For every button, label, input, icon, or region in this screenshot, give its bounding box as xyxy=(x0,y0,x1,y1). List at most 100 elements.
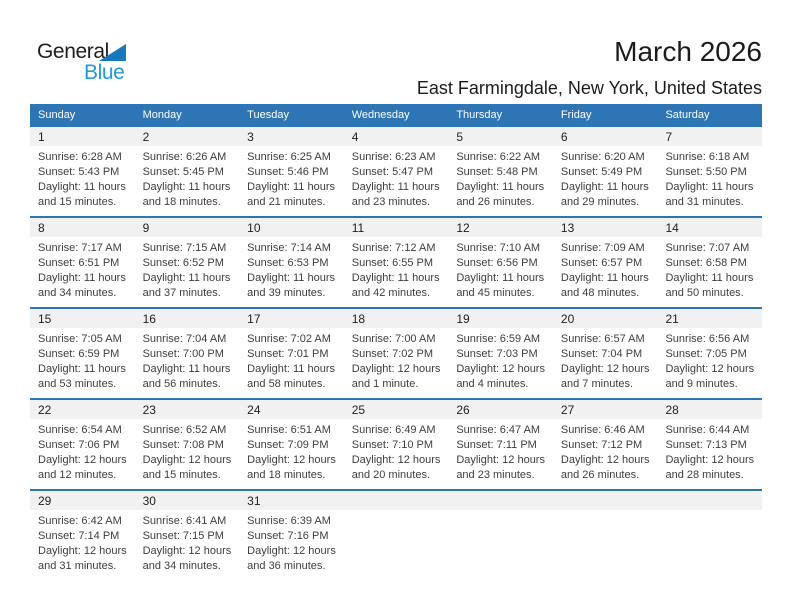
date-number: 29 xyxy=(30,491,135,510)
sunrise-text: Sunrise: 6:26 AM xyxy=(142,151,227,163)
daylight-text-line1: Daylight: 12 hours xyxy=(456,454,545,466)
daylight-text-line1: Daylight: 12 hours xyxy=(142,545,232,557)
day-cell-9: 9 Sunrise: 7:15 AM Sunset: 6:52 PM Daylight… xyxy=(134,218,240,307)
sunset-text: Sunset: 7:02 PM xyxy=(351,348,434,360)
day-info: Sunrise: 6:39 AM Sunset: 7:16 PM Daylight:… xyxy=(239,510,344,574)
date-number: 17 xyxy=(239,309,344,328)
daylight-text-line2: and 23 minutes. xyxy=(351,196,431,208)
day-cell-18: 18 Sunrise: 7:00 AM Sunset: 7:02 PM Dayligh… xyxy=(343,309,449,398)
day-cell-1: 1 Sunrise: 6:28 AM Sunset: 5:43 PM Daylight… xyxy=(30,127,135,216)
day-cell-17: 17 Sunrise: 7:02 AM Sunset: 7:01 PM Dayligh… xyxy=(239,309,344,398)
sunrise-text: Sunrise: 7:02 AM xyxy=(247,333,331,345)
day-info: Sunrise: 6:47 AM Sunset: 7:11 PM Daylight:… xyxy=(448,419,553,483)
sunrise-text: Sunrise: 7:10 AM xyxy=(456,242,541,254)
date-band-empty xyxy=(657,491,763,510)
daylight-text-line1: Daylight: 11 hours xyxy=(142,272,231,284)
date-number: 23 xyxy=(134,400,240,419)
sunrise-text: Sunrise: 6:18 AM xyxy=(665,151,750,163)
calendar: Sunday Monday Tuesday Wednesday Thursday Frid… xyxy=(30,104,763,580)
day-cell-16: 16 Sunrise: 7:04 AM Sunset: 7:00 PM Dayligh… xyxy=(134,309,240,398)
day-info: Sunrise: 6:23 AM Sunset: 5:47 PM Daylight:… xyxy=(344,146,449,210)
daylight-text-line2: and 7 minutes. xyxy=(560,378,634,390)
day-cell-2: 2 Sunrise: 6:26 AM Sunset: 5:45 PM Daylight… xyxy=(134,127,240,216)
week-row-3: 15 Sunrise: 7:05 AM Sunset: 6:59 PM Dayligh… xyxy=(30,307,763,398)
daylight-text-line1: Daylight: 11 hours xyxy=(38,272,126,284)
date-number: 31 xyxy=(239,491,344,510)
day-info: Sunrise: 7:02 AM Sunset: 7:01 PM Daylight:… xyxy=(239,328,344,392)
sunrise-text: Sunrise: 6:42 AM xyxy=(38,515,122,527)
daylight-text-line2: and 45 minutes. xyxy=(456,287,535,299)
sunset-text: Sunset: 5:49 PM xyxy=(560,166,643,178)
daylight-text-line1: Daylight: 12 hours xyxy=(38,454,127,466)
day-cell-13: 13 Sunrise: 7:09 AM Sunset: 6:57 PM Dayligh… xyxy=(552,218,658,307)
daylight-text-line1: Daylight: 12 hours xyxy=(665,454,755,466)
day-cell-5: 5 Sunrise: 6:22 AM Sunset: 5:48 PM Daylight… xyxy=(448,127,553,216)
day-info: Sunrise: 6:54 AM Sunset: 7:06 PM Daylight:… xyxy=(30,419,135,483)
day-info: Sunrise: 6:18 AM Sunset: 5:50 PM Daylight:… xyxy=(657,146,762,210)
daylight-text-line2: and 1 minute. xyxy=(351,378,419,390)
day-cell-27: 27 Sunrise: 6:46 AM Sunset: 7:12 PM Dayligh… xyxy=(552,400,658,489)
day-info: Sunrise: 6:42 AM Sunset: 7:14 PM Daylight:… xyxy=(30,510,135,574)
date-number: 18 xyxy=(343,309,449,328)
daylight-text-line1: Daylight: 12 hours xyxy=(560,363,650,375)
sunset-text: Sunset: 7:13 PM xyxy=(665,439,747,451)
daylight-text-line1: Daylight: 12 hours xyxy=(247,545,336,557)
day-info: Sunrise: 6:25 AM Sunset: 5:46 PM Daylight:… xyxy=(239,146,344,210)
sunset-text: Sunset: 7:01 PM xyxy=(247,348,329,360)
date-number: 28 xyxy=(657,400,763,419)
sunrise-text: Sunrise: 7:00 AM xyxy=(351,333,436,345)
sunset-text: Sunset: 7:11 PM xyxy=(456,439,537,451)
daylight-text-line2: and 21 minutes. xyxy=(247,196,326,208)
day-cell-6: 6 Sunrise: 6:20 AM Sunset: 5:49 PM Daylight… xyxy=(552,127,658,216)
daylight-text-line1: Daylight: 12 hours xyxy=(351,454,441,466)
day-info: Sunrise: 7:14 AM Sunset: 6:53 PM Daylight:… xyxy=(239,237,344,301)
sunset-text: Sunset: 7:03 PM xyxy=(456,348,538,360)
page-title: March 2026 xyxy=(614,36,762,67)
day-info: Sunrise: 6:59 AM Sunset: 7:03 PM Daylight:… xyxy=(448,328,553,392)
day-info: Sunrise: 6:26 AM Sunset: 5:45 PM Daylight:… xyxy=(135,146,240,210)
daylight-text-line2: and 18 minutes. xyxy=(142,196,221,208)
weekday-header-row: Sunday Monday Tuesday Wednesday Thursday Frid… xyxy=(30,104,762,125)
weekday-header-monday: Monday xyxy=(142,108,182,121)
sunrise-text: Sunrise: 6:52 AM xyxy=(142,424,227,436)
day-cell-25: 25 Sunrise: 6:49 AM Sunset: 7:10 PM Dayligh… xyxy=(343,400,449,489)
daylight-text-line1: Daylight: 11 hours xyxy=(38,181,126,193)
daylight-text-line2: and 58 minutes. xyxy=(247,378,326,390)
sunrise-text: Sunrise: 6:41 AM xyxy=(142,515,227,527)
day-cell-20: 20 Sunrise: 6:57 AM Sunset: 7:04 PM Dayligh… xyxy=(552,309,658,398)
sunset-text: Sunset: 6:58 PM xyxy=(665,257,747,269)
day-info: Sunrise: 7:09 AM Sunset: 6:57 PM Daylight:… xyxy=(553,237,658,301)
sunset-text: Sunset: 6:57 PM xyxy=(560,257,643,269)
daylight-text-line2: and 48 minutes. xyxy=(560,287,640,299)
date-band-empty xyxy=(448,491,553,510)
daylight-text-line1: Daylight: 12 hours xyxy=(560,454,650,466)
daylight-text-line1: Daylight: 11 hours xyxy=(456,272,545,284)
sunrise-text: Sunrise: 7:09 AM xyxy=(560,242,645,254)
sunset-text: Sunset: 5:47 PM xyxy=(351,166,434,178)
day-info: Sunrise: 7:15 AM Sunset: 6:52 PM Daylight:… xyxy=(135,237,240,301)
day-info: Sunrise: 6:56 AM Sunset: 7:05 PM Daylight:… xyxy=(657,328,762,392)
day-info: Sunrise: 6:20 AM Sunset: 5:49 PM Daylight:… xyxy=(553,146,658,210)
sunrise-text: Sunrise: 6:49 AM xyxy=(351,424,436,436)
daylight-text-line2: and 12 minutes. xyxy=(38,469,117,481)
daylight-text-line2: and 18 minutes. xyxy=(247,469,326,481)
sunrise-text: Sunrise: 6:22 AM xyxy=(456,151,541,163)
daylight-text-line2: and 53 minutes. xyxy=(38,378,117,390)
day-info: Sunrise: 6:49 AM Sunset: 7:10 PM Daylight:… xyxy=(344,419,449,483)
daylight-text-line2: and 26 minutes. xyxy=(560,469,640,481)
daylight-text-line1: Daylight: 12 hours xyxy=(142,454,232,466)
sunset-text: Sunset: 7:00 PM xyxy=(142,348,224,360)
date-number: 21 xyxy=(657,309,763,328)
daylight-text-line2: and 15 minutes. xyxy=(142,469,221,481)
daylight-text-line2: and 9 minutes. xyxy=(665,378,738,390)
daylight-text-line2: and 39 minutes. xyxy=(247,287,326,299)
date-number: 30 xyxy=(134,491,240,510)
daylight-text-line1: Daylight: 11 hours xyxy=(142,181,231,193)
sunrise-text: Sunrise: 7:17 AM xyxy=(38,242,122,254)
daylight-text-line1: Daylight: 11 hours xyxy=(665,181,754,193)
daylight-text-line2: and 42 minutes. xyxy=(351,287,431,299)
date-number: 27 xyxy=(552,400,658,419)
sunrise-text: Sunrise: 6:59 AM xyxy=(456,333,541,345)
date-band-empty xyxy=(343,491,449,510)
sunset-text: Sunset: 7:14 PM xyxy=(38,530,120,542)
